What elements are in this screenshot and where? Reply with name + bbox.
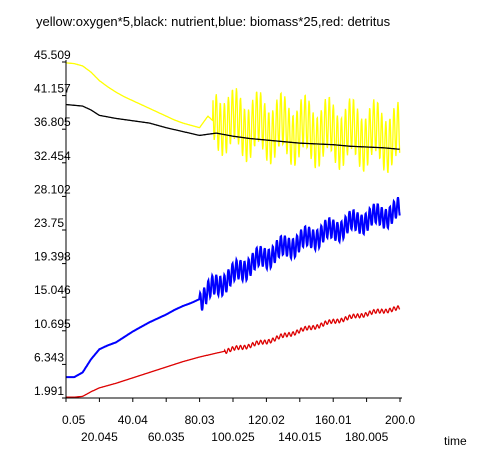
x-tick-label: 180.005 (345, 430, 389, 444)
x-tick-label: 20.045 (81, 430, 118, 444)
x-tick-label: 140.015 (278, 430, 322, 444)
y-tick-label: 45.509 (34, 48, 71, 62)
y-tick-label: 28.102 (34, 182, 71, 196)
x-axis-label: time (444, 434, 467, 448)
y-tick-label: 19.398 (34, 250, 71, 264)
y-tick-label: 23.75 (34, 216, 64, 230)
x-tick-label: 160.01 (315, 413, 352, 427)
series-layer (65, 62, 401, 398)
x-tick-label: 0.05 (62, 413, 86, 427)
series-line-biomass-25 (66, 196, 401, 379)
x-tick-label: 200.0 (385, 413, 415, 427)
x-tick-label: 80.03 (185, 413, 215, 427)
x-tick-label: 120.02 (248, 413, 285, 427)
y-tick-label: 36.805 (34, 115, 71, 129)
x-tick-label: 60.035 (148, 430, 185, 444)
y-tick-label: 32.454 (34, 149, 71, 163)
x-tick-label: 40.04 (118, 413, 148, 427)
series-line-nutrient (65, 103, 400, 150)
y-tick-label: 1.991 (34, 384, 64, 398)
y-tick-label: 15.046 (34, 283, 71, 297)
y-tick-label: 41.157 (34, 82, 71, 96)
chart-title: yellow:oxygen*5,black: nutrient,blue: bi… (36, 14, 391, 29)
x-tick-label: 100.025 (211, 430, 255, 444)
y-axis-ticks: 1.991 6.343 10.695 15.046 19.398 23.75 28.102 3… (34, 48, 71, 399)
y-tick-label: 6.343 (34, 350, 64, 364)
series-line-oxygen-5 (65, 62, 401, 174)
y-tick-label: 10.695 (34, 317, 71, 331)
series-line-detritus (66, 305, 401, 398)
